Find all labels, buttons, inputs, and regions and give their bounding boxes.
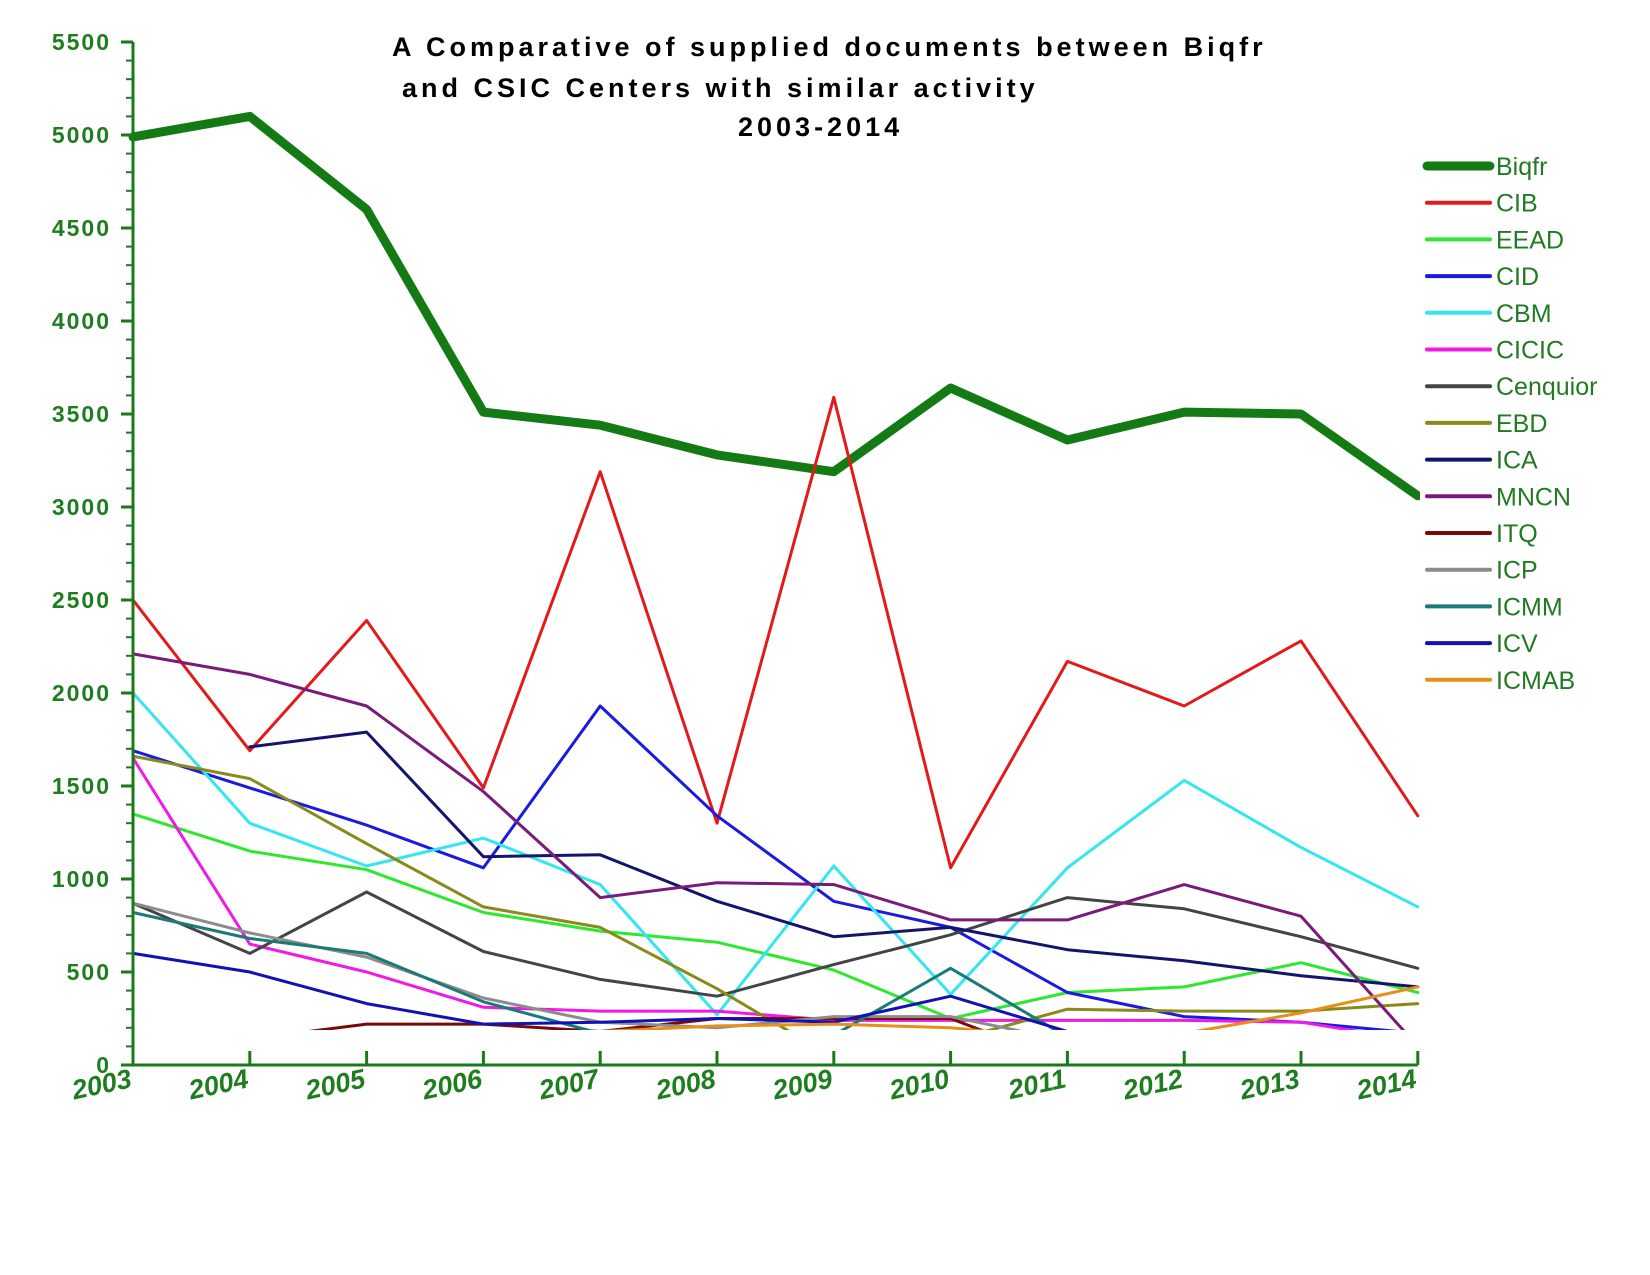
series-line: [131, 901, 1023, 1030]
chart-title-line-3: 2003-2014: [738, 112, 903, 142]
legend-item-icmm: ICMM: [1425, 593, 1563, 621]
x-tick-label: 2005: [302, 1063, 369, 1105]
x-tick-label: 2007: [535, 1063, 603, 1105]
legend-item-icp: ICP: [1425, 557, 1538, 585]
series-line: [131, 704, 1399, 1030]
legend-item-biqfr: Biqfr: [1422, 153, 1547, 181]
x-tick-label: 2006: [419, 1063, 486, 1105]
legend-item-cid: CID: [1425, 263, 1539, 291]
series-cicic: [131, 756, 1360, 1030]
legend-item-icmab: ICMAB: [1425, 667, 1575, 695]
legend-label: CBM: [1496, 300, 1552, 328]
series-mncn: [131, 652, 1406, 1030]
y-tick-label: 2500: [52, 587, 111, 613]
legend-item-ebd: EBD: [1425, 410, 1547, 438]
series-cid: [131, 704, 1399, 1030]
series-eead: [131, 812, 1420, 1020]
axes: 0 500 1000 1500 2000 2500 3000 3500 4000 4500 5000…: [52, 29, 1420, 1106]
x-tick-label: 2011: [1005, 1064, 1069, 1106]
series-line: [131, 395, 1420, 870]
series-layer: [128, 111, 1420, 1030]
legend-label: EEAD: [1496, 226, 1564, 254]
legend-label: CICIC: [1496, 337, 1564, 365]
series-line: [131, 890, 1420, 998]
legend-item-mncn: MNCN: [1425, 483, 1571, 511]
chart-title-line-2: and CSIC Centers with similar activity: [402, 73, 1039, 103]
legend-label: ICP: [1496, 557, 1538, 585]
series-line: [248, 730, 1420, 989]
y-tick-label: 5000: [52, 122, 111, 148]
y-tick-label: 3500: [52, 401, 111, 427]
y-tick-label: 4500: [52, 215, 111, 241]
series-biqfr: [128, 111, 1420, 501]
legend-item-cib: CIB: [1425, 190, 1538, 218]
legend-label: ITQ: [1496, 520, 1538, 548]
legend-label: MNCN: [1496, 483, 1571, 511]
legend-label: ICV: [1496, 630, 1538, 658]
x-tick-label: 2008: [652, 1064, 718, 1106]
series-icmm: [131, 911, 1059, 1030]
series-line: [131, 911, 1059, 1030]
legend-label: ICMM: [1496, 593, 1563, 621]
x-tick-label: 2009: [769, 1064, 835, 1106]
legend-label: CIB: [1496, 190, 1538, 218]
x-tick-label: 2010: [886, 1064, 952, 1106]
series-icmab: [600, 985, 1420, 1030]
y-tick-label: 5500: [52, 29, 111, 55]
y-tick-label: 4000: [52, 308, 111, 334]
legend-label: Biqfr: [1496, 153, 1547, 181]
y-tick-label: 1500: [52, 773, 111, 799]
x-tick-label: 2014: [1353, 1064, 1419, 1106]
series-ebd: [131, 754, 1420, 1030]
series-line: [131, 754, 1420, 1030]
y-tick-label: 3000: [52, 494, 111, 520]
series-cenquior: [131, 890, 1420, 998]
chart-title-line-1: A Comparative of supplied documents betw…: [392, 32, 1267, 62]
legend-item-cbm: CBM: [1425, 300, 1552, 328]
y-tick-label: 1000: [52, 866, 111, 892]
legend-label: CID: [1496, 263, 1539, 291]
series-cib: [131, 395, 1420, 870]
series-cbm: [131, 691, 1420, 1017]
x-tick-label: 2003: [68, 1064, 134, 1106]
series-line: [128, 111, 1420, 501]
x-tick-label: 2013: [1236, 1064, 1302, 1106]
legend-label: Cenquior: [1496, 373, 1597, 401]
y-tick-label: 500: [67, 959, 111, 985]
series-line: [600, 985, 1420, 1030]
series-line: [131, 951, 1185, 1030]
series-line: [131, 812, 1420, 1020]
series-line: [131, 691, 1420, 1017]
legend-item-cicic: CICIC: [1425, 337, 1564, 365]
legend-item-ica: ICA: [1425, 447, 1538, 475]
legend-label: EBD: [1496, 410, 1547, 438]
legend-item-icv: ICV: [1425, 630, 1538, 658]
legend-label: ICA: [1496, 447, 1538, 475]
x-tick-label: 2012: [1119, 1064, 1185, 1106]
y-tick-label: 2000: [52, 680, 111, 706]
legend-label: ICMAB: [1496, 667, 1575, 695]
y-tick-label: 0: [96, 1052, 111, 1078]
series-line: [131, 756, 1360, 1030]
legend-item-eead: EEAD: [1425, 226, 1564, 254]
legend-item-itq: ITQ: [1425, 520, 1538, 548]
series-icv: [131, 951, 1185, 1030]
series-ica: [248, 730, 1420, 989]
series-line: [308, 1017, 985, 1030]
x-tick-label: 2004: [185, 1064, 251, 1106]
legend-item-cenquior: Cenquior: [1425, 373, 1597, 401]
chart-title: A Comparative of supplied documents betw…: [392, 32, 1267, 142]
series-line: [131, 652, 1406, 1030]
legend: Biqfr CIB EEAD CID CBM CICIC Cenquior EBD ICA MNC…: [1422, 153, 1597, 695]
